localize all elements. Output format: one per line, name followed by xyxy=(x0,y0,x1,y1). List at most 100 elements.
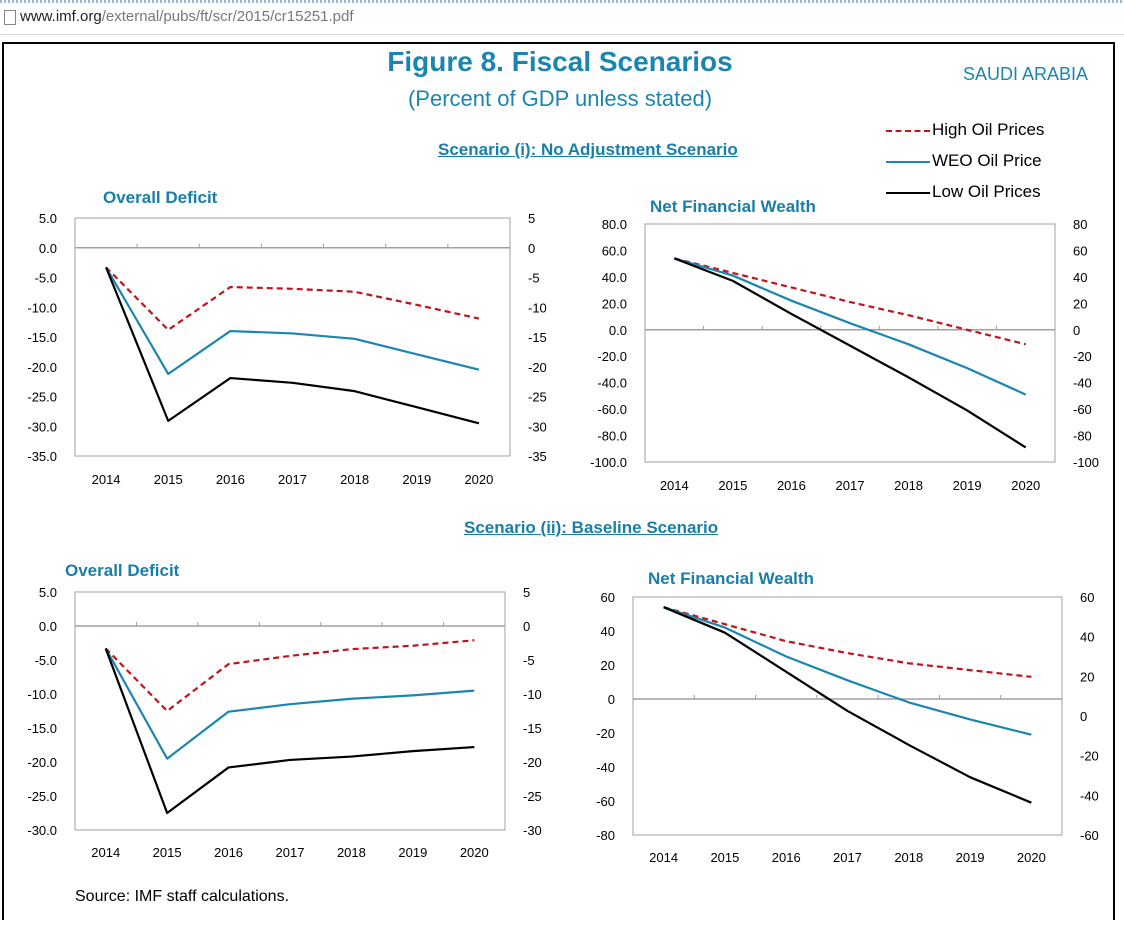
y-tick-label-left: -30.0 xyxy=(27,823,57,838)
figure-subtitle: (Percent of GDP unless stated) xyxy=(407,86,713,111)
chart-2-title: Net Financial Wealth xyxy=(650,197,816,216)
y-tick-label-left: -25.0 xyxy=(27,789,57,804)
series-line-weo xyxy=(663,606,1032,736)
scenario-2-title: Scenario (ii): Baseline Scenario xyxy=(464,518,719,537)
y-tick-label-right: -60 xyxy=(1073,402,1092,417)
legend-label-weo: WEO Oil Price xyxy=(932,151,1042,170)
url-host: www.imf.org xyxy=(20,8,102,25)
y-tick-label-left: -15.0 xyxy=(27,330,57,345)
series-line-low xyxy=(104,648,475,815)
series-line-low xyxy=(105,266,480,425)
y-tick-label-right: 40 xyxy=(1073,270,1087,285)
series-line-weo xyxy=(673,257,1027,396)
y-tick-label-right: -5 xyxy=(528,271,540,286)
x-tick-label: 2014 xyxy=(92,472,121,487)
series-line-low xyxy=(663,606,1032,804)
x-tick-label: 2017 xyxy=(833,850,862,865)
y-tick-label-left: 20 xyxy=(601,658,615,673)
y-tick-label-right: -35 xyxy=(528,449,547,464)
y-tick-label-right: 5 xyxy=(523,585,530,600)
plot-area xyxy=(74,217,511,457)
y-tick-label-left: -100.0 xyxy=(590,455,627,470)
browser-url-bar[interactable]: www.imf.org/external/pubs/ft/scr/2015/cr… xyxy=(0,0,1124,35)
x-tick-label: 2015 xyxy=(153,845,182,860)
x-tick-label: 2017 xyxy=(278,472,307,487)
y-tick-label-left: 20.0 xyxy=(602,296,627,311)
legend-label-low: Low Oil Prices xyxy=(932,182,1041,201)
y-tick-label-right: 0 xyxy=(1073,323,1080,338)
y-tick-label-left: -20.0 xyxy=(27,755,57,770)
y-tick-label-left: -60.0 xyxy=(597,402,627,417)
y-tick-label-right: -30 xyxy=(523,823,542,838)
x-tick-label: 2016 xyxy=(216,472,245,487)
y-tick-label-left: -40 xyxy=(596,760,615,775)
y-tick-label-left: 60.0 xyxy=(602,243,627,258)
legend-swatch-low xyxy=(886,192,930,194)
url-text[interactable]: www.imf.org/external/pubs/ft/scr/2015/cr… xyxy=(20,8,354,25)
y-tick-label-left: -10.0 xyxy=(27,687,57,702)
x-tick-label: 2019 xyxy=(956,850,985,865)
y-tick-label-left: 80.0 xyxy=(602,217,627,232)
y-tick-label-left: 60 xyxy=(601,590,615,605)
y-tick-label-left: 0.0 xyxy=(609,323,627,338)
legend-swatch-high xyxy=(886,130,930,132)
y-tick-label-left: -25.0 xyxy=(27,390,57,405)
y-tick-label-left: 0.0 xyxy=(39,241,57,256)
y-tick-label-right: -20 xyxy=(523,755,542,770)
x-tick-label: 2019 xyxy=(953,478,982,493)
x-tick-label: 2018 xyxy=(340,472,369,487)
legend-label-high: High Oil Prices xyxy=(932,120,1045,139)
scenario-1-title: Scenario (i): No Adjustment Scenario xyxy=(438,140,738,159)
x-tick-label: 2018 xyxy=(337,845,366,860)
series-line-weo xyxy=(105,266,480,375)
y-tick-label-left: 5.0 xyxy=(39,585,57,600)
y-tick-label-right: 20 xyxy=(1073,296,1087,311)
y-tick-label-left: 0.0 xyxy=(39,619,57,634)
y-tick-label-right: -15 xyxy=(523,721,542,736)
x-tick-label: 2020 xyxy=(464,472,493,487)
y-tick-label-left: 5.0 xyxy=(39,211,57,226)
x-tick-label: 2015 xyxy=(718,478,747,493)
series-line-weo xyxy=(104,647,475,760)
y-tick-label-right: -10 xyxy=(523,687,542,702)
y-tick-label-left: -40.0 xyxy=(597,376,627,391)
x-tick-label: 2020 xyxy=(1017,850,1046,865)
x-tick-label: 2019 xyxy=(398,845,427,860)
y-tick-label-right: -80 xyxy=(1073,429,1092,444)
x-tick-label: 2015 xyxy=(710,850,739,865)
y-tick-label-right: -25 xyxy=(523,789,542,804)
x-tick-label: 2017 xyxy=(836,478,865,493)
plot-area xyxy=(644,223,1056,463)
x-tick-label: 2018 xyxy=(894,478,923,493)
y-tick-label-right: -20 xyxy=(528,360,547,375)
x-tick-label: 2016 xyxy=(777,478,806,493)
url-path: /external/pubs/ft/scr/2015/cr15251.pdf xyxy=(101,8,354,25)
chart-1-title: Overall Deficit xyxy=(103,188,218,207)
y-tick-label-left: -15.0 xyxy=(27,721,57,736)
x-tick-label: 2015 xyxy=(154,472,183,487)
y-tick-label-left: 40.0 xyxy=(602,270,627,285)
y-tick-label-left: -20.0 xyxy=(597,349,627,364)
chart-4-title: Net Financial Wealth xyxy=(648,569,814,588)
x-tick-label: 2014 xyxy=(91,845,120,860)
y-tick-label-left: -30.0 xyxy=(27,419,57,434)
chart-3-title: Overall Deficit xyxy=(65,561,180,580)
y-tick-label-right: 80 xyxy=(1073,217,1087,232)
plot-area xyxy=(74,591,506,831)
country-label: SAUDI ARABIA xyxy=(962,64,1088,84)
y-tick-label-right: 60 xyxy=(1073,243,1087,258)
y-tick-label-right: -40 xyxy=(1073,376,1092,391)
x-tick-label: 2018 xyxy=(894,850,923,865)
url-bar-top-border xyxy=(0,0,1124,3)
y-tick-label-right: 0 xyxy=(528,241,535,256)
y-tick-label-left: -5.0 xyxy=(35,653,57,668)
y-tick-label-right: -15 xyxy=(528,330,547,345)
y-tick-label-right: -20 xyxy=(1073,349,1092,364)
y-tick-label-right: 0 xyxy=(523,619,530,634)
plot-area xyxy=(632,596,1063,836)
series-line-high xyxy=(674,257,1026,346)
y-tick-label-right: -20 xyxy=(1080,749,1099,764)
